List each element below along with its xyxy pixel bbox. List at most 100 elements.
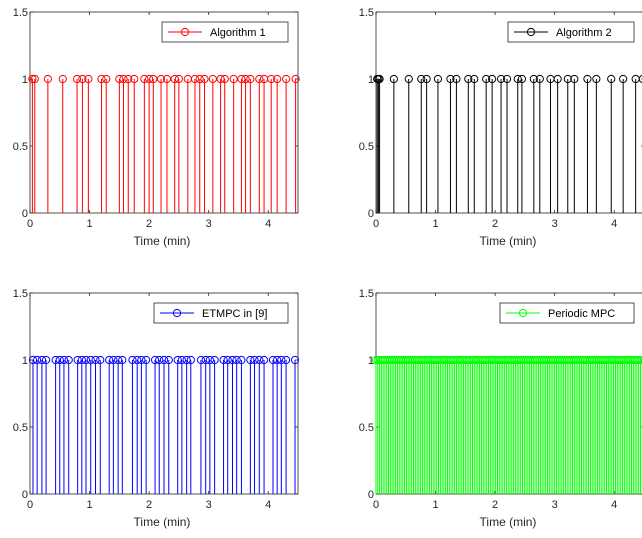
stem-marker — [232, 355, 241, 365]
stem-marker — [250, 355, 259, 365]
y-tick-label: 0.5 — [359, 422, 374, 434]
subplot-3: 0 1 2 3 4 0 0.5 1 1.5 Time (min) ETMPC in [9] — [13, 288, 300, 529]
axes-box — [375, 11, 642, 214]
stem-marker — [78, 74, 87, 84]
stem-marker — [513, 74, 522, 84]
x-tick-label: 4 — [611, 218, 617, 230]
stem-marker — [237, 355, 246, 365]
legend-box — [161, 21, 289, 43]
x-tick-label: 0 — [27, 499, 33, 511]
stem-marker — [496, 74, 506, 84]
stem-marker — [488, 74, 497, 84]
y-tick-label: 1 — [22, 355, 28, 367]
legend-label: Algorithm 1 — [210, 27, 266, 39]
stem-marker — [482, 74, 491, 84]
legend-marker — [172, 308, 182, 318]
stem-marker — [164, 355, 173, 365]
x-tick-label: 4 — [611, 499, 617, 511]
stem-marker — [124, 74, 133, 84]
stem-marker — [404, 74, 413, 84]
y-tick-label: 1.5 — [13, 288, 28, 300]
stem-marker — [150, 355, 160, 365]
stem-marker — [196, 355, 206, 365]
stem-marker — [84, 74, 93, 84]
legend-box — [507, 21, 635, 43]
stem-marker — [37, 355, 47, 365]
y-tick-label: 0 — [368, 489, 374, 501]
stem-marker — [155, 355, 164, 365]
x-tick-label: 0 — [373, 499, 379, 511]
stem-marker — [201, 355, 210, 365]
stem-marker — [43, 74, 52, 84]
y-tick-label: 1.5 — [13, 7, 28, 19]
stem-marker — [273, 74, 282, 84]
stem-marker — [583, 74, 592, 84]
stem-marker — [142, 355, 151, 365]
y-tick-label: 0.5 — [359, 141, 374, 153]
y-tick-label: 1 — [368, 74, 374, 86]
stem-marker — [446, 74, 455, 84]
stem-marker — [119, 74, 128, 84]
legend: ETMPC in [9] — [153, 302, 289, 324]
stem-marker — [255, 74, 264, 84]
stem-marker — [73, 355, 82, 365]
x-tick-label: 4 — [265, 218, 271, 230]
y-tick-label: 1.5 — [359, 7, 374, 19]
legend-marker — [526, 27, 536, 37]
stem-marker — [470, 74, 479, 84]
x-tick-label: 1 — [86, 218, 92, 230]
x-tick-label: 1 — [432, 499, 438, 511]
x-tick-label: 2 — [492, 499, 498, 511]
stem-marker — [433, 74, 443, 84]
stem-marker — [55, 355, 64, 365]
stem-marker — [33, 355, 42, 365]
stem-marker — [241, 74, 250, 84]
subplot-1: 0 1 2 3 4 0 0.5 1 1.5 Time (min) Algorithm 1 — [13, 7, 300, 248]
stem-marker — [159, 355, 169, 365]
stem-marker — [210, 355, 219, 365]
x-tick-label: 0 — [27, 218, 33, 230]
stem-marker — [375, 74, 384, 84]
subplot-2: 0 1 2 3 4 0 0.5 1 1.5 Time (min) Algorithm 2 — [359, 7, 642, 248]
stem-marker — [173, 355, 182, 365]
legend-box — [153, 302, 289, 324]
x-tick-label: 2 — [146, 218, 152, 230]
stem-marker — [170, 74, 179, 84]
stem-marker — [205, 355, 214, 365]
stem-marker — [228, 355, 237, 365]
stem-marker — [118, 355, 127, 365]
stem-marker — [607, 74, 616, 84]
stem-marker — [41, 355, 51, 365]
stem-marker — [570, 74, 579, 84]
stem-marker — [535, 74, 544, 84]
axes-box — [29, 11, 299, 214]
stem-series — [371, 355, 642, 494]
y-tick-label: 0 — [22, 208, 28, 220]
stem-marker — [268, 355, 278, 365]
y-tick-label: 1 — [22, 74, 28, 86]
stem-marker — [237, 74, 246, 84]
stem-marker — [102, 74, 111, 84]
stem-marker — [162, 74, 172, 84]
stem-marker — [422, 74, 431, 84]
stem-marker — [58, 74, 67, 84]
x-axis-label: Time (min) — [134, 234, 191, 248]
stem-marker — [517, 74, 527, 84]
stem-marker — [72, 74, 82, 84]
y-tick-label: 0 — [368, 208, 374, 220]
stem-marker — [638, 355, 642, 365]
stem-marker — [149, 74, 158, 84]
stem-marker — [452, 74, 461, 84]
stem-marker — [273, 355, 282, 365]
stem-marker — [91, 355, 100, 365]
stem-marker — [114, 355, 123, 365]
stem-marker — [177, 355, 186, 365]
stem-marker — [255, 355, 264, 365]
stem-marker — [28, 355, 38, 365]
legend-label: ETMPC in [9] — [202, 308, 267, 320]
legend-label: Algorithm 2 — [556, 27, 612, 39]
legend-marker — [180, 27, 190, 37]
stem-marker — [259, 355, 269, 365]
stem-marker — [216, 74, 225, 84]
